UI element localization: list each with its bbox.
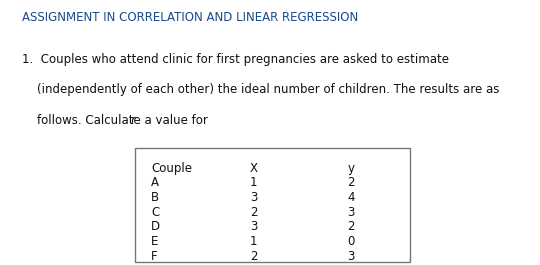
Text: ASSIGNMENT IN CORRELATION AND LINEAR REGRESSION: ASSIGNMENT IN CORRELATION AND LINEAR REG… <box>22 11 358 24</box>
Text: follows. Calculate a value for: follows. Calculate a value for <box>22 114 211 127</box>
Text: y: y <box>348 162 354 175</box>
Text: r: r <box>130 114 135 127</box>
Text: 3: 3 <box>347 206 355 219</box>
Text: C: C <box>151 206 159 219</box>
Text: 1: 1 <box>250 235 258 248</box>
Text: B: B <box>151 191 159 204</box>
Text: A: A <box>151 176 159 189</box>
Text: 1: 1 <box>250 176 258 189</box>
Text: (independently of each other) the ideal number of children. The results are as: (independently of each other) the ideal … <box>22 83 499 96</box>
Text: 1.  Couples who attend clinic for first pregnancies are asked to estimate: 1. Couples who attend clinic for first p… <box>22 53 449 66</box>
Text: 4: 4 <box>347 191 355 204</box>
Text: 2: 2 <box>250 250 258 263</box>
Text: 3: 3 <box>250 191 258 204</box>
Text: 2: 2 <box>250 206 258 219</box>
Text: Couple: Couple <box>151 162 192 175</box>
Text: E: E <box>151 235 159 248</box>
Text: 3: 3 <box>347 250 355 263</box>
Text: X: X <box>250 162 258 175</box>
Text: 2: 2 <box>347 220 355 233</box>
Text: 2: 2 <box>347 176 355 189</box>
Text: F: F <box>151 250 158 263</box>
Text: 3: 3 <box>250 220 258 233</box>
Text: D: D <box>151 220 160 233</box>
FancyBboxPatch shape <box>135 148 410 262</box>
Text: 0: 0 <box>347 235 355 248</box>
